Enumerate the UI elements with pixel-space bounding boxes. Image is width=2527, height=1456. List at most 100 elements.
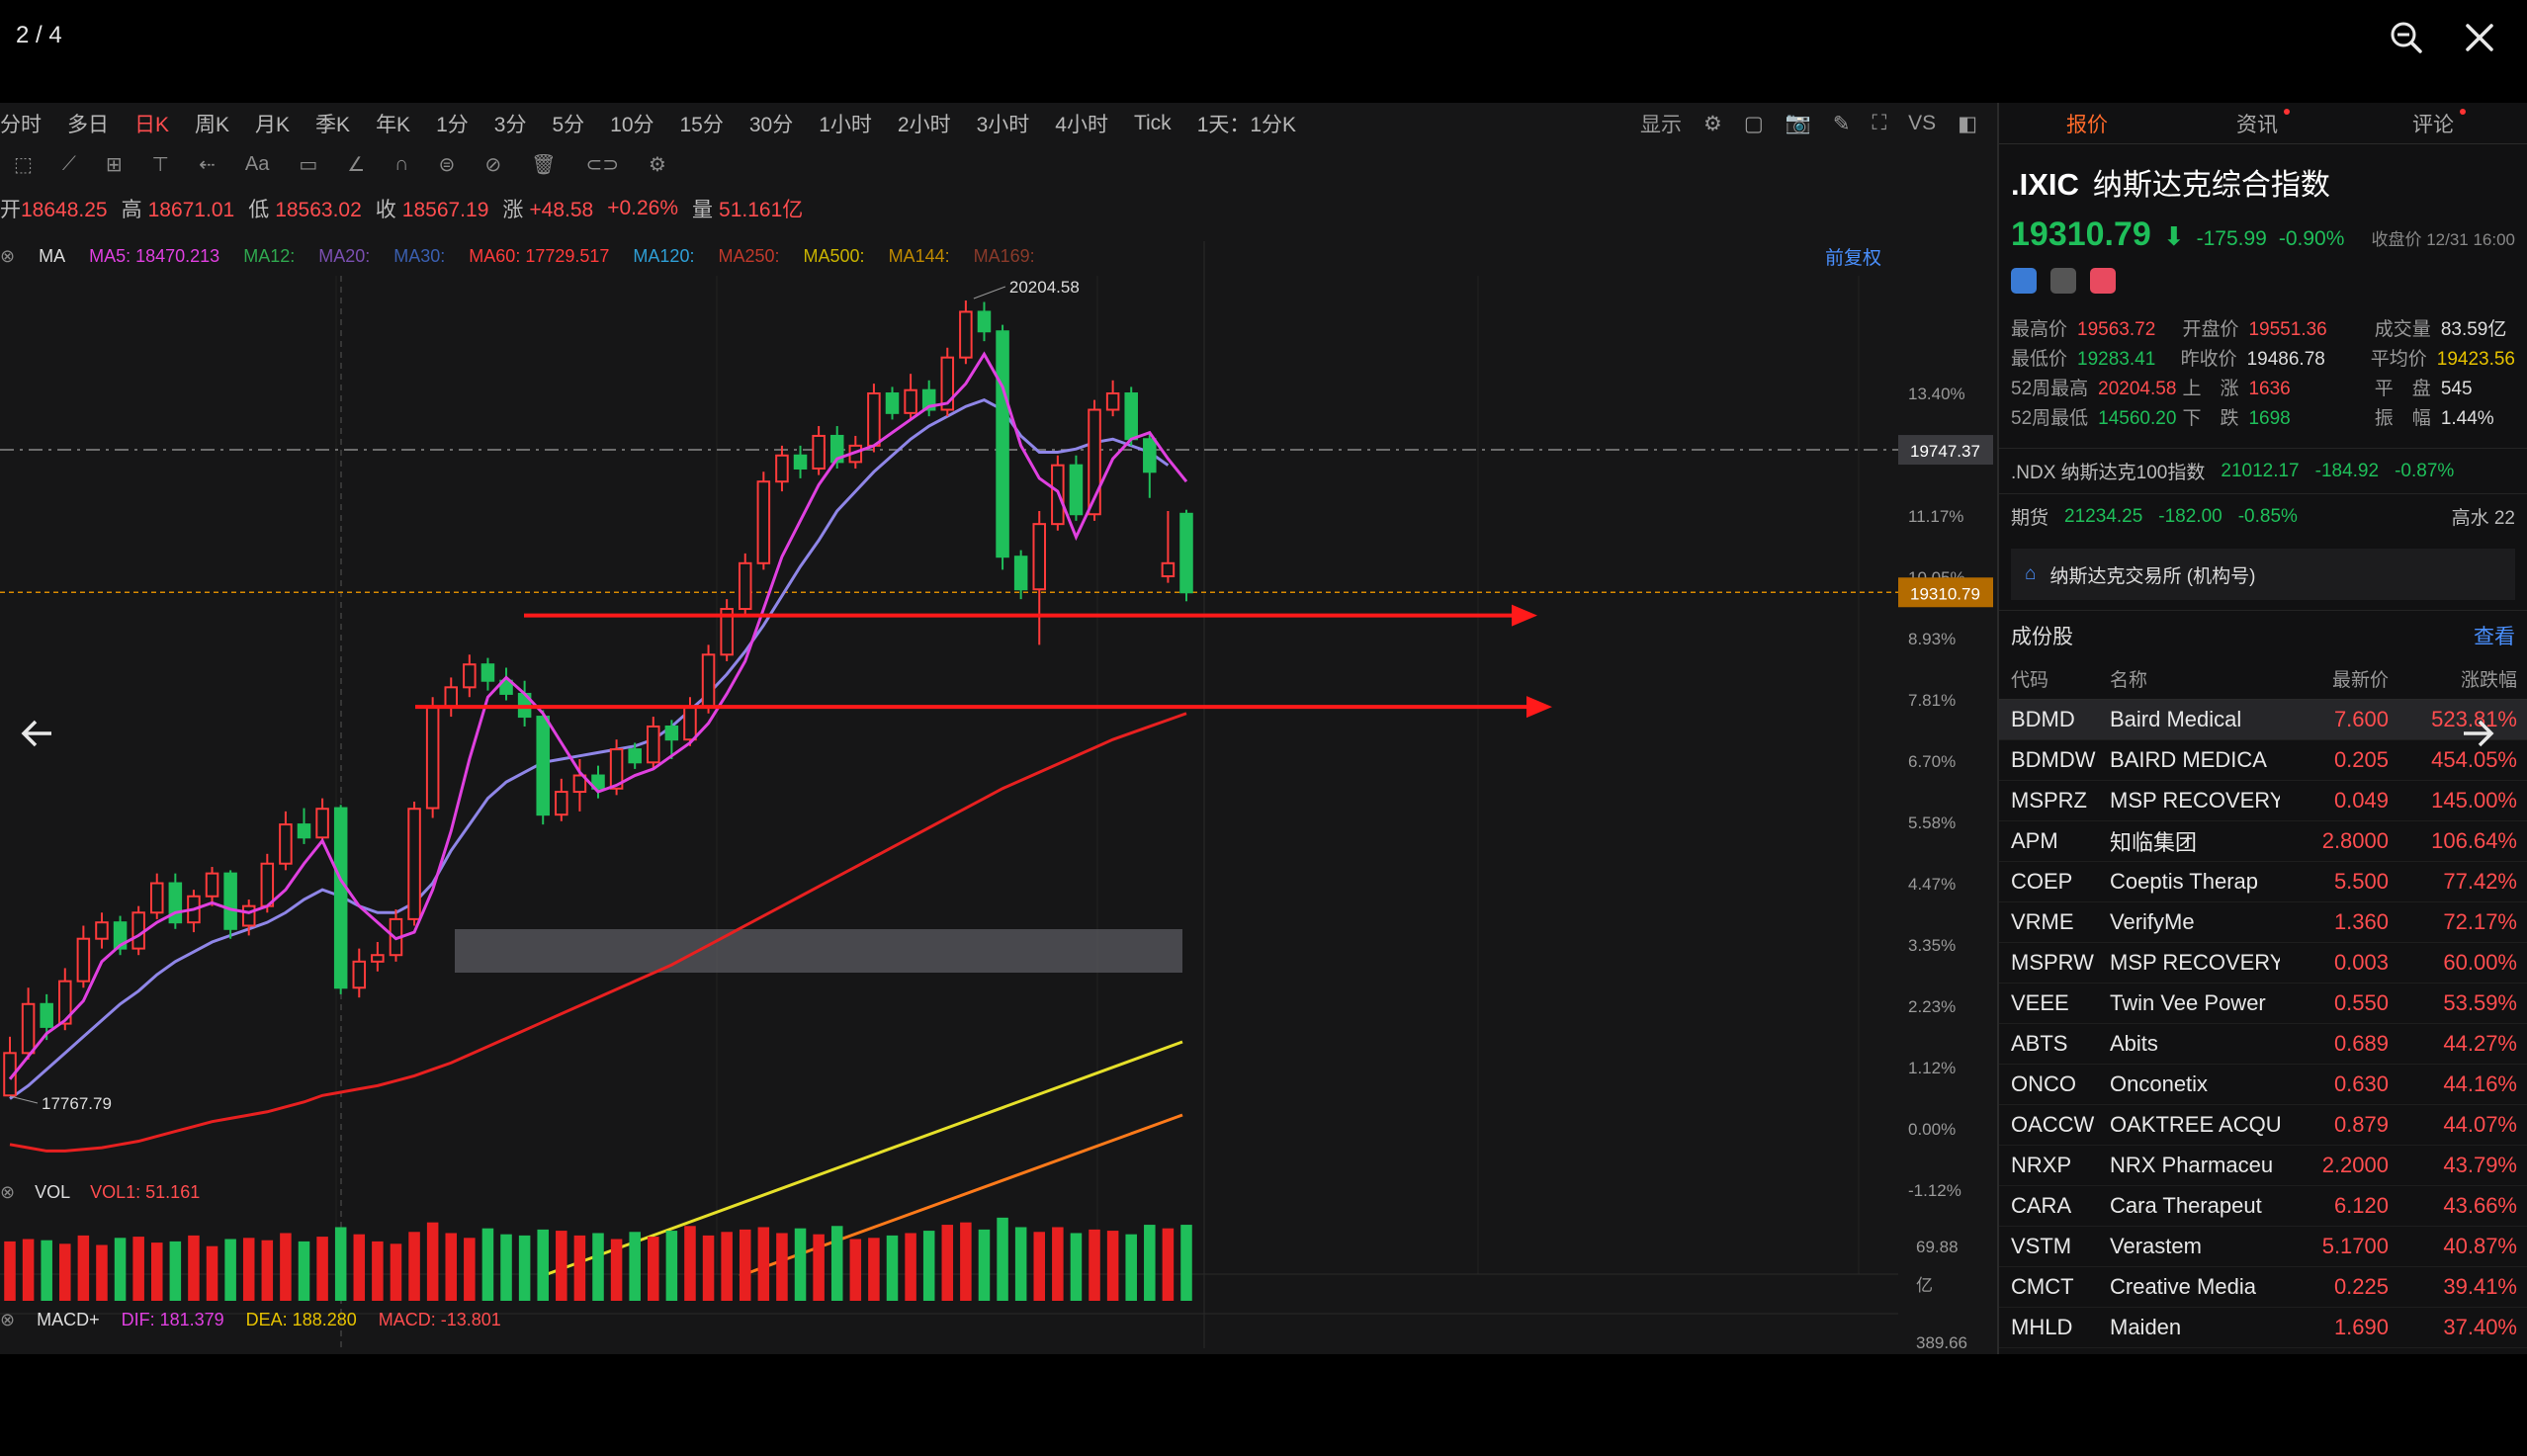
text-tool-icon[interactable]: Aa [244,152,270,175]
macd-name[interactable]: MACD+ [37,1309,100,1329]
period-13[interactable]: 1小时 [819,114,872,136]
period-3[interactable]: 周K [195,114,230,136]
pen-icon[interactable]: ✎ [1832,112,1851,135]
col-price[interactable]: 最新价 [2280,659,2398,700]
table-row[interactable]: CMCT Creative Media 0.225 39.41% [1999,1266,2527,1308]
period-18[interactable]: 1天：1分K [1196,114,1297,136]
table-row[interactable]: BDMDW BAIRD MEDICA 0.205 454.05% [1999,739,2527,781]
zoom-out-icon[interactable] [2387,18,2426,57]
col-code[interactable]: 代码 [1999,659,2102,700]
tab-comments[interactable]: 评论 [2351,108,2527,138]
period-5[interactable]: 季K [315,114,351,136]
settings-icon[interactable]: ⚙ [1703,112,1722,135]
axis-tick-6: 6.70% [1908,752,1956,771]
next-image-arrow-icon[interactable] [2450,706,2505,761]
table-row[interactable]: MSPRW MSP RECOVERY 0.003 60.00% [1999,942,2527,984]
macd-indicator-bar: ⊗ MACD+ DIF: 181.379 DEA: 188.280 MACD: … [0,1305,501,1334]
anchor-tool-icon[interactable]: ⊤ [151,153,170,176]
cell-price: 6.120 [2280,1185,2398,1227]
rect-tool-icon[interactable]: ⬚ [14,153,33,176]
stat-3-1: 下 跌 1698 [2182,408,2291,429]
table-row[interactable]: COEP Coeptis Therap 5.500 77.42% [1999,861,2527,902]
table-row[interactable]: VSTM Verastem 5.1700 40.87% [1999,1226,2527,1267]
delete-tool-icon[interactable]: 🗑 [531,153,557,176]
table-row[interactable]: VRME VerifyMe 1.360 72.17% [1999,901,2527,943]
vs-button[interactable]: VS [1908,112,1937,134]
table-row[interactable]: NRXP NRX Pharmaceu 2.2000 43.79% [1999,1145,2527,1186]
period-15[interactable]: 3小时 [976,114,1030,136]
table-row[interactable]: BDMD Baird Medical 7.600 523.81% [1999,699,2527,740]
adjust-mode-button[interactable]: 前复权 [1825,248,1882,269]
kline-canvas[interactable]: 13.40%12.28%11.17%10.05%8.93%7.81%6.70%5… [0,103,1997,1354]
ruler-tool-icon[interactable]: ∠ [347,153,366,176]
candle-body [775,454,789,483]
tag-icon[interactable] [2011,268,2037,294]
close-icon[interactable] [2460,18,2499,57]
table-row[interactable]: OACCW OAKTREE ACQU 0.879 44.07% [1999,1104,2527,1146]
fullscreen-icon[interactable]: ⛶ [1872,112,1887,134]
vol-settings-icon[interactable]: ⊗ [0,1181,16,1202]
table-row[interactable]: MSPRZ MSP RECOVERY 0.049 145.00% [1999,780,2527,821]
camera-icon[interactable]: 📷 [1785,112,1811,134]
arrow-tool-icon[interactable]: ⇠ [199,153,216,176]
period-11[interactable]: 15分 [679,114,724,136]
period-4[interactable]: 月K [255,114,291,136]
period-16[interactable]: 4小时 [1055,114,1108,136]
exchange-account-row[interactable]: ⌂ 纳斯达克交易所 (机构号) [2011,549,2515,600]
display-dropdown[interactable]: 显示 [1640,114,1682,136]
period-12[interactable]: 30分 [748,114,794,136]
ndx-row[interactable]: .NDX 纳斯达克100指数 21012.17 -184.92 -0.87% [1999,448,2527,493]
fib-tool-icon[interactable]: ⊞ [105,153,123,176]
period-7[interactable]: 1分 [436,114,469,136]
macd-settings-icon[interactable]: ⊗ [0,1309,16,1329]
macd-dea: DEA: 188.280 [245,1309,357,1329]
magnet-tool-icon[interactable]: ∩ [394,152,409,175]
period-14[interactable]: 2小时 [897,114,951,136]
axis-tick-13: -1.12% [1908,1181,1961,1200]
lock-tool-icon[interactable]: ⊜ [438,153,456,176]
vol-bar [978,1229,991,1301]
table-row[interactable]: VEEE Twin Vee Power 0.550 53.59% [1999,983,2527,1024]
vol-bar [1144,1225,1156,1301]
period-9[interactable]: 5分 [552,114,585,136]
layout-icon[interactable]: ▢ [1743,112,1764,135]
table-row[interactable]: APM 知临集团 2.8000 106.64% [1999,820,2527,862]
low-label: 17767.79 [42,1094,112,1113]
note-icon[interactable] [2050,268,2076,294]
change-pct-value: +0.26% [607,197,679,219]
tab-news[interactable]: 资讯 [2175,108,2351,138]
futures-row[interactable]: 期货 21234.25 -182.00 -0.85% 高水 22 [1999,493,2527,539]
vol-bar [59,1243,71,1301]
period-1[interactable]: 多日 [67,114,109,136]
table-row[interactable]: ABTS Abits 0.689 44.27% [1999,1023,2527,1065]
prev-image-arrow-icon[interactable] [10,706,65,761]
hide-tool-icon[interactable]: ⊘ [484,153,502,176]
favorite-heart-icon[interactable] [2090,268,2116,294]
ma-settings-icon[interactable]: ⊗ [0,245,16,266]
ma-name[interactable]: MA [39,245,66,266]
tab-quote[interactable]: 报价 [2066,113,2108,136]
table-row[interactable]: CARA Cara Therapeut 6.120 43.66% [1999,1185,2527,1227]
comment-tool-icon[interactable]: ▭ [299,153,318,176]
panel-toggle-icon[interactable]: ◧ [1958,112,1977,135]
table-row[interactable]: ONCO Onconetix 0.630 44.16% [1999,1064,2527,1105]
period-6[interactable]: 年K [376,114,411,136]
candle-body [959,310,973,359]
period-17[interactable]: Tick [1133,112,1172,134]
view-more-link[interactable]: 查看 [2474,625,2515,648]
period-2[interactable]: 日K [134,114,170,136]
gear-tool-icon[interactable]: ⚙ [648,153,666,176]
period-10[interactable]: 10分 [610,114,654,136]
candle-body [609,748,624,790]
col-name[interactable]: 名称 [2102,659,2280,700]
cell-name: MSP RECOVERY [2102,942,2280,984]
line-tool-icon[interactable]: ⟋ [61,152,76,175]
table-row[interactable]: MHLD Maiden 1.690 37.40% [1999,1307,2527,1348]
col-pct[interactable]: 涨跌幅 [2398,659,2527,700]
vol-name[interactable]: VOL [35,1181,71,1202]
period-8[interactable]: 3分 [493,114,527,136]
link-tool-icon[interactable]: ⊂⊃ [585,153,619,176]
candle-body [76,937,91,983]
period-0[interactable]: 分时 [0,114,42,136]
vol-bar [905,1233,916,1301]
